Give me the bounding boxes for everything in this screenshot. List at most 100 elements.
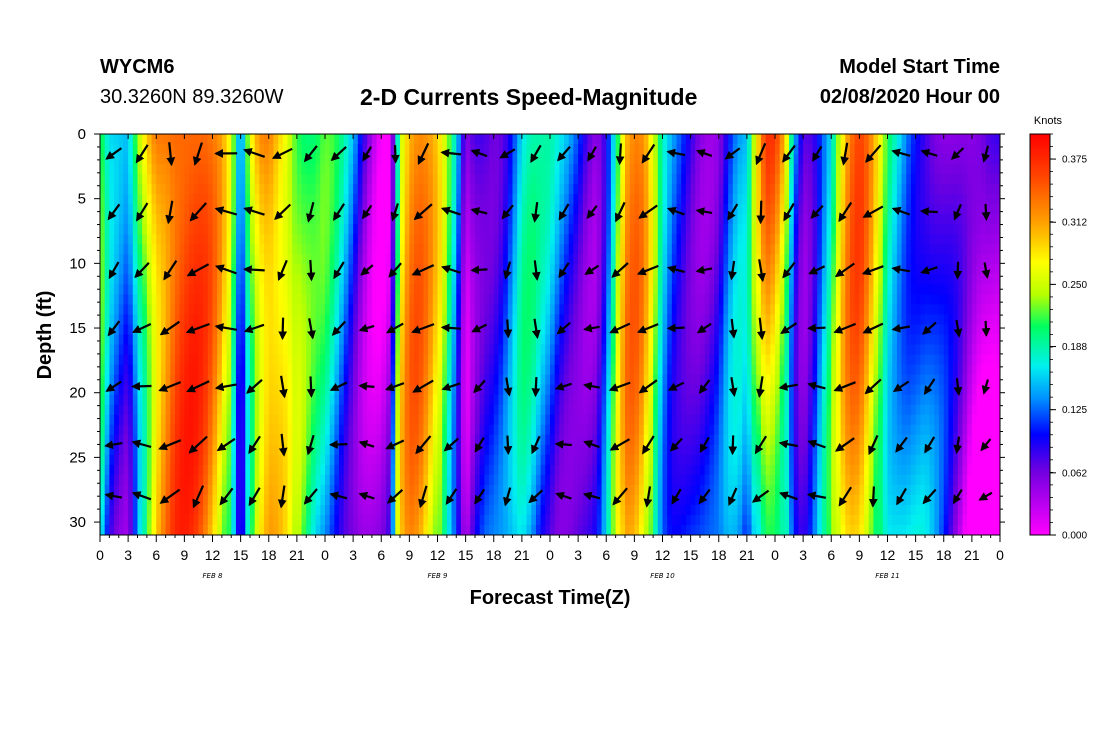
heatmap-cell (268, 314, 275, 326)
heatmap-cell (456, 254, 462, 265)
heatmap-cell (554, 464, 560, 476)
heatmap-cell (643, 314, 650, 326)
heatmap-cell (404, 324, 410, 336)
heatmap-cell (493, 264, 500, 275)
heatmap-cell (517, 174, 523, 185)
heatmap-cell (165, 454, 171, 466)
heatmap-cell (535, 404, 542, 416)
heatmap-cell (385, 234, 392, 245)
heatmap-cell (367, 494, 373, 506)
heatmap-cell (376, 184, 382, 195)
heatmap-cell (601, 314, 607, 326)
heatmap-cell (264, 384, 270, 396)
heatmap-cell (662, 264, 668, 275)
heatmap-cell (198, 324, 204, 336)
heatmap-cell (451, 464, 457, 476)
heatmap-cell (629, 344, 635, 356)
heatmap-cell (146, 214, 153, 225)
heatmap-cell (301, 234, 307, 245)
heatmap-cell (479, 314, 485, 326)
heatmap-cell (146, 174, 153, 185)
heatmap-cell (456, 434, 462, 446)
heatmap-cell (414, 274, 420, 285)
heatmap-cell (587, 404, 593, 416)
heatmap-cell (465, 194, 471, 205)
heatmap-cell (156, 344, 162, 356)
heatmap-cell (540, 494, 546, 506)
heatmap-cell (535, 304, 542, 316)
heatmap-cell (629, 234, 635, 245)
heatmap-cell (667, 314, 673, 326)
heatmap-cell (460, 364, 467, 376)
heatmap-cell (287, 264, 293, 275)
heatmap-cell (535, 224, 542, 235)
heatmap-cell (109, 344, 115, 356)
heatmap-cell (564, 274, 570, 285)
heatmap-cell (610, 434, 617, 446)
heatmap-cell (315, 454, 321, 466)
heatmap-cell (118, 384, 125, 396)
heatmap-cell (648, 424, 654, 436)
heatmap-cell (203, 294, 209, 306)
heatmap-cell (578, 204, 584, 215)
heatmap-cell (235, 274, 242, 285)
heatmap-cell (592, 354, 598, 366)
heatmap-cell (367, 414, 373, 426)
heatmap-cell (348, 434, 354, 446)
heatmap-cell (278, 164, 284, 175)
heatmap-cell (507, 134, 514, 145)
heatmap-cell (212, 444, 218, 456)
heatmap-cell (540, 384, 546, 396)
heatmap-cell (315, 174, 321, 185)
heatmap-cell (662, 134, 668, 145)
heatmap-cell (376, 274, 382, 285)
heatmap-cell (320, 394, 326, 406)
speed-heatmap (100, 134, 1000, 535)
heatmap-cell (245, 184, 251, 195)
heatmap-cell (400, 164, 406, 175)
heatmap-cell (526, 504, 532, 516)
heatmap-cell (151, 304, 157, 316)
heatmap-cell (615, 474, 621, 486)
heatmap-cell (475, 464, 481, 476)
heatmap-cell (259, 174, 265, 185)
heatmap-cell (179, 474, 185, 486)
heatmap-cell (151, 254, 157, 265)
heatmap-cell (587, 224, 593, 235)
heatmap-cell (109, 284, 115, 296)
heatmap-cell (292, 174, 298, 185)
heatmap-cell (451, 174, 457, 185)
heatmap-cell (376, 344, 382, 356)
heatmap-cell (564, 154, 570, 165)
heatmap-cell (512, 494, 518, 506)
heatmap-cell (221, 454, 228, 466)
heatmap-cell (681, 204, 687, 215)
heatmap-cell (264, 484, 270, 496)
heatmap-cell (160, 464, 167, 476)
heatmap-cell (357, 184, 364, 195)
heatmap-cell (142, 334, 148, 346)
heatmap-cell (273, 524, 279, 535)
heatmap-cell (212, 134, 218, 145)
heatmap-cell (667, 224, 673, 235)
heatmap-cell (156, 374, 162, 386)
heatmap-cell (160, 284, 167, 296)
heatmap-cell (610, 334, 617, 346)
heatmap-cell (390, 254, 396, 265)
heatmap-cell (676, 164, 682, 175)
heatmap-cell (657, 414, 664, 426)
heatmap-cell (254, 464, 260, 476)
heatmap-cell (217, 334, 223, 346)
heatmap-cell (625, 454, 631, 466)
heatmap-cell (479, 524, 485, 535)
heatmap-cell (545, 164, 551, 175)
heatmap-cell (643, 164, 650, 175)
heatmap-cell (535, 364, 542, 376)
heatmap-cell (137, 224, 143, 235)
heatmap-cell (184, 264, 190, 275)
heatmap-cell (362, 504, 368, 516)
heatmap-cell (343, 464, 350, 476)
heatmap-cell (278, 454, 284, 466)
heatmap-cell (296, 374, 303, 386)
heatmap-cell (179, 294, 185, 306)
